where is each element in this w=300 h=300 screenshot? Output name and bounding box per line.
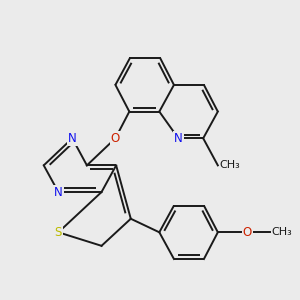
Text: S: S xyxy=(55,226,62,239)
Text: CH₃: CH₃ xyxy=(220,160,240,170)
Text: N: N xyxy=(68,132,76,145)
Text: CH₃: CH₃ xyxy=(272,227,292,237)
Text: N: N xyxy=(54,186,63,199)
Text: N: N xyxy=(174,132,183,145)
Text: O: O xyxy=(111,132,120,145)
Text: O: O xyxy=(242,226,252,239)
